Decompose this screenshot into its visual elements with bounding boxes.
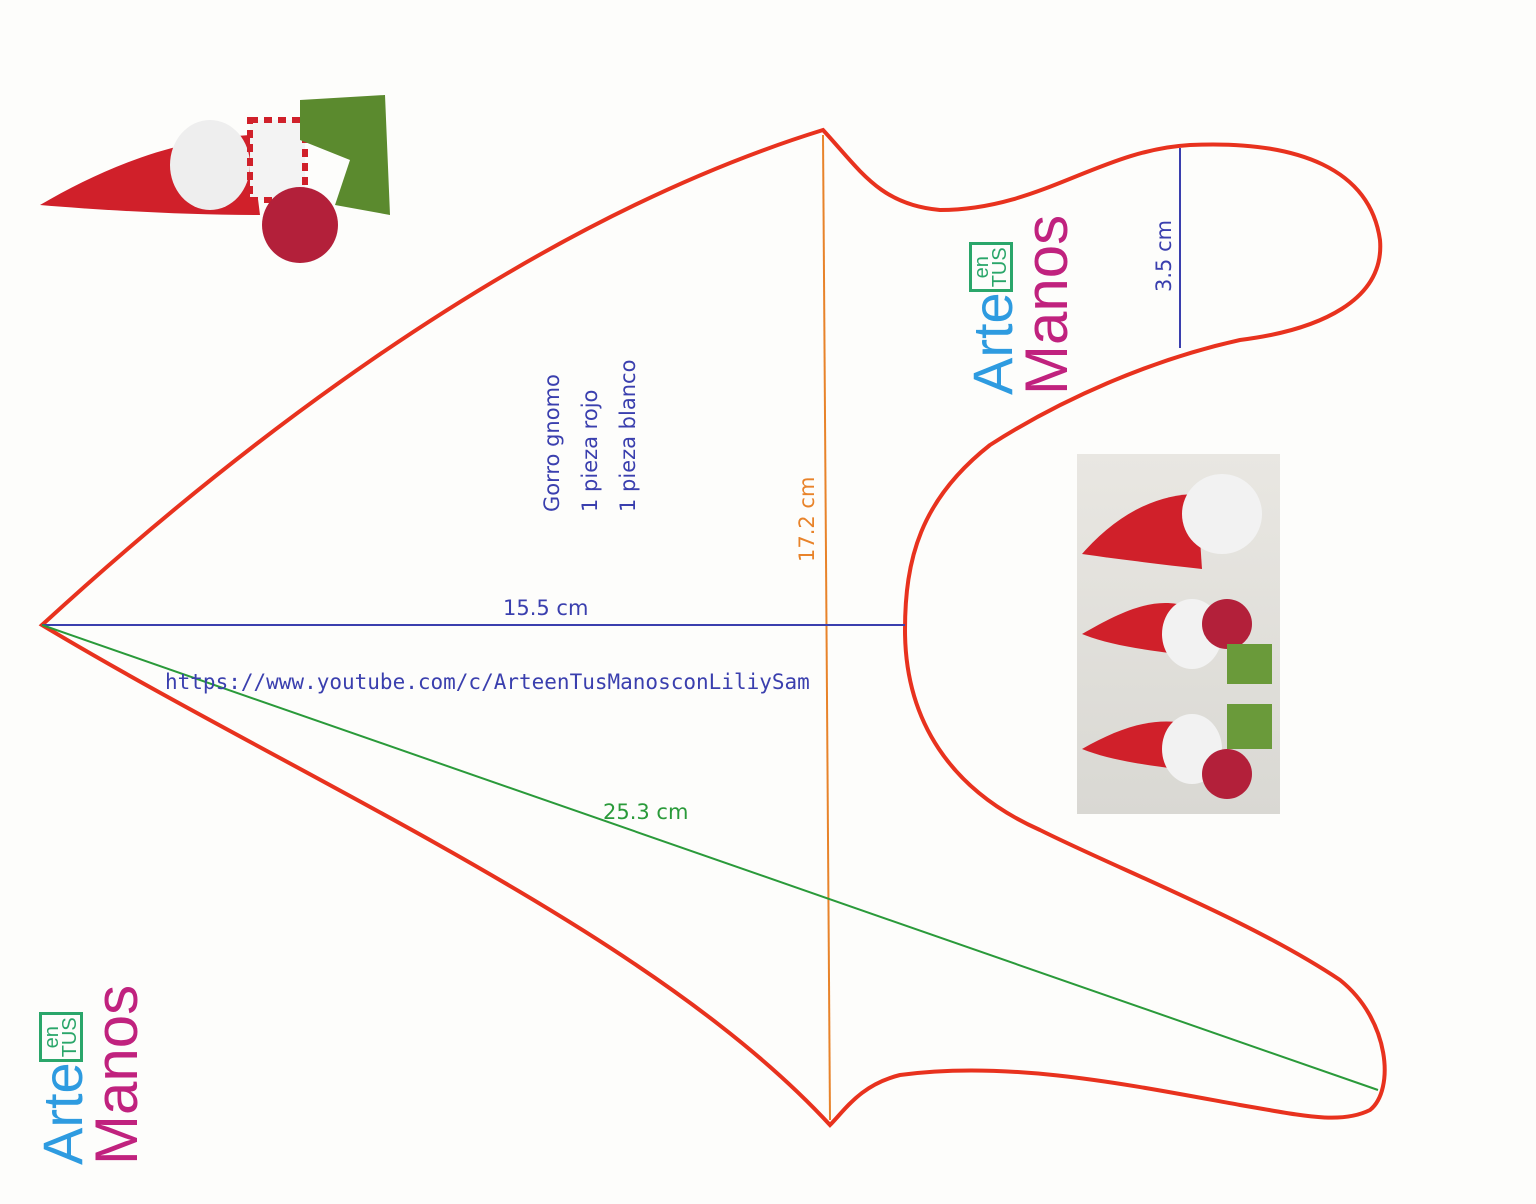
diagonal-label: 25.3 cm bbox=[603, 800, 689, 824]
pattern-title: Gorro gnomo bbox=[540, 374, 564, 512]
logo-arte-en-tus-manos-bottom: Arteen TUS Manos bbox=[31, 984, 150, 1165]
diagonal-line bbox=[41, 624, 1379, 1091]
lobe-label: 3.5 cm bbox=[1152, 219, 1176, 292]
pattern-line-red: 1 pieza rojo bbox=[578, 389, 602, 512]
gnome-image-top bbox=[40, 95, 390, 263]
pattern-notes: Gorro gnomo 1 pieza rojo 1 pieza blanco bbox=[533, 360, 647, 512]
gnome-photo-drawing bbox=[1082, 474, 1272, 799]
height-line bbox=[822, 134, 831, 1121]
width-label: 15.5 cm bbox=[503, 596, 589, 620]
logo-en-tus: en TUS bbox=[969, 242, 1013, 293]
pattern-line-white: 1 pieza blanco bbox=[616, 359, 640, 512]
gnome-photo bbox=[1077, 454, 1280, 814]
logo-en-tus: en TUS bbox=[39, 1012, 83, 1063]
logo-manos: Manos bbox=[83, 984, 150, 1165]
logo-arte-en-tus-manos: Arteen TUS Manos bbox=[961, 214, 1080, 395]
youtube-link[interactable]: https://www.youtube.com/c/ArteenTusManos… bbox=[165, 670, 810, 694]
hat-outline bbox=[38, 127, 1387, 1128]
logo-manos: Manos bbox=[1013, 214, 1080, 395]
height-label: 17.2 cm bbox=[795, 476, 819, 562]
